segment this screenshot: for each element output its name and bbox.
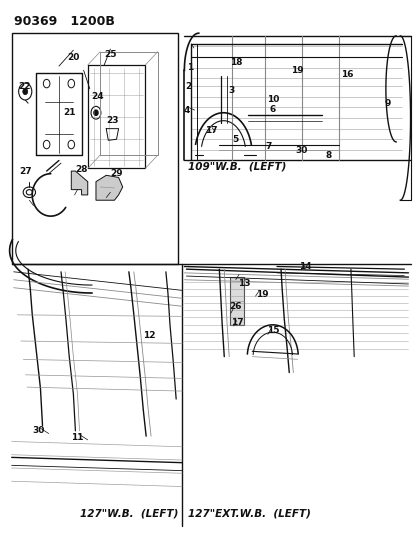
Circle shape xyxy=(23,88,28,95)
Text: 30: 30 xyxy=(295,147,307,156)
Text: 7: 7 xyxy=(265,142,271,151)
Text: 28: 28 xyxy=(75,165,88,174)
Text: 127"W.B.  (LEFT): 127"W.B. (LEFT) xyxy=(79,508,178,519)
Text: 22: 22 xyxy=(18,82,30,91)
Text: 16: 16 xyxy=(340,70,352,79)
Text: 90369   1200B: 90369 1200B xyxy=(14,14,114,28)
Text: 30: 30 xyxy=(32,426,45,435)
Text: 109"W.B.  (LEFT): 109"W.B. (LEFT) xyxy=(188,161,286,172)
Bar xyxy=(12,33,178,264)
Circle shape xyxy=(94,110,98,115)
Text: 11: 11 xyxy=(71,433,83,442)
Text: 17: 17 xyxy=(231,318,244,327)
Text: 26: 26 xyxy=(229,302,242,311)
Text: 24: 24 xyxy=(92,92,104,101)
Text: 13: 13 xyxy=(237,279,249,288)
Text: 5: 5 xyxy=(232,135,238,144)
Text: 17: 17 xyxy=(204,126,217,135)
Text: 29: 29 xyxy=(110,169,123,178)
Text: 23: 23 xyxy=(106,116,119,125)
Text: 14: 14 xyxy=(299,262,311,271)
Text: 9: 9 xyxy=(384,99,390,108)
Text: 3: 3 xyxy=(228,86,234,95)
Text: 4: 4 xyxy=(183,106,189,115)
Text: 6: 6 xyxy=(269,105,275,114)
Polygon shape xyxy=(96,175,122,200)
Text: 15: 15 xyxy=(266,326,278,335)
Text: 12: 12 xyxy=(143,331,155,340)
Text: 8: 8 xyxy=(324,151,331,160)
Text: 19: 19 xyxy=(256,289,268,298)
Text: 2: 2 xyxy=(185,82,191,91)
Text: 20: 20 xyxy=(67,53,79,62)
Text: 10: 10 xyxy=(266,95,278,104)
Bar xyxy=(229,277,243,325)
Text: 18: 18 xyxy=(229,58,242,67)
Text: 21: 21 xyxy=(63,108,75,117)
Polygon shape xyxy=(71,171,88,195)
Text: 19: 19 xyxy=(290,66,303,75)
Text: 27: 27 xyxy=(20,166,32,175)
Text: 25: 25 xyxy=(104,50,116,59)
Text: 127"EXT.W.B.  (LEFT): 127"EXT.W.B. (LEFT) xyxy=(188,508,311,519)
Text: 1: 1 xyxy=(187,63,193,72)
